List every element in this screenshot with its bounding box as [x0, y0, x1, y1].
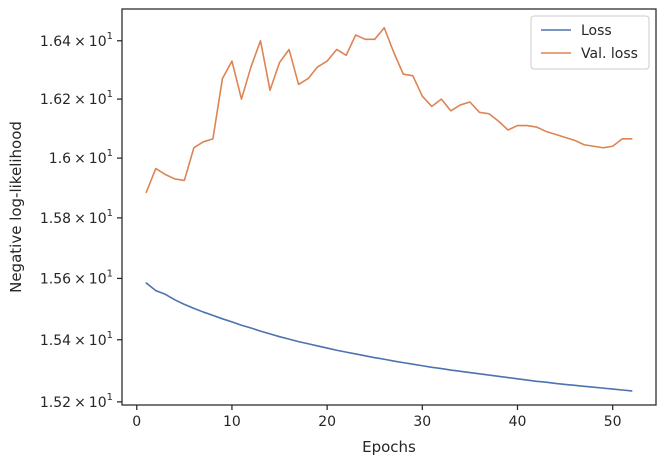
- y-tick-mantissa: 1.6: [49, 151, 71, 167]
- y-tick-mantissa: 1.64: [40, 34, 71, 50]
- x-tick-label: 20: [318, 414, 336, 430]
- axes-frame: [121, 8, 657, 406]
- y-tick-mantissa: 1.58: [40, 211, 71, 227]
- x-tick-label: 50: [604, 414, 622, 430]
- y-tick-exponent: 1: [107, 330, 113, 341]
- legend-label-0: Loss: [581, 23, 612, 39]
- y-tick-base: 10: [89, 34, 107, 50]
- plot-lines: [145, 26, 633, 392]
- y-tick-mantissa: 1.54: [40, 333, 71, 349]
- y-tick-mantissa: 1.62: [40, 92, 71, 108]
- y-tick-mantissa: 1.52: [40, 395, 71, 411]
- x-tick-label: 0: [132, 414, 141, 430]
- y-tick-mantissa: 1.56: [40, 271, 71, 287]
- series-line-0: [145, 282, 633, 392]
- y-axis-label: Negative log-likelihood: [7, 121, 25, 293]
- y-tick-base: 10: [89, 333, 107, 349]
- y-tick-base: 10: [89, 395, 107, 411]
- x-tick-label: 40: [509, 414, 527, 430]
- y-tick-label: 1.58 × 101: [40, 208, 113, 227]
- legend-label-1: Val. loss: [581, 46, 638, 62]
- y-tick-times: ×: [74, 333, 86, 349]
- legend: Loss Val. loss: [530, 15, 650, 70]
- y-tick-exponent: 1: [107, 31, 113, 42]
- y-tick-times: ×: [74, 34, 86, 50]
- y-tick-label: 1.62 × 101: [40, 89, 113, 108]
- y-tick-times: ×: [74, 271, 86, 287]
- y-tick-times: ×: [74, 211, 86, 227]
- y-tick-label: 1.6 × 101: [49, 148, 113, 167]
- y-tick-times: ×: [74, 92, 86, 108]
- series-line-1: [145, 26, 633, 194]
- x-axis-ticks: 0 10 20 30 40 50: [132, 405, 622, 430]
- y-tick-exponent: 1: [107, 392, 113, 403]
- y-tick-exponent: 1: [107, 208, 113, 219]
- y-tick-base: 10: [89, 151, 107, 167]
- y-tick-exponent: 1: [107, 148, 113, 159]
- y-tick-label: 1.64 × 101: [40, 31, 113, 50]
- y-tick-base: 10: [89, 211, 107, 227]
- y-tick-base: 10: [89, 271, 107, 287]
- y-tick-label: 1.52 × 101: [40, 392, 113, 411]
- y-tick-exponent: 1: [107, 89, 113, 100]
- x-tick-label: 10: [223, 414, 241, 430]
- x-axis-label: Epochs: [362, 438, 416, 456]
- y-tick-label: 1.54 × 101: [40, 330, 113, 349]
- y-tick-base: 10: [89, 92, 107, 108]
- y-tick-times: ×: [74, 395, 86, 411]
- x-tick-label: 30: [413, 414, 431, 430]
- y-tick-times: ×: [74, 151, 86, 167]
- y-tick-label: 1.56 × 101: [40, 268, 113, 287]
- y-tick-exponent: 1: [107, 268, 113, 279]
